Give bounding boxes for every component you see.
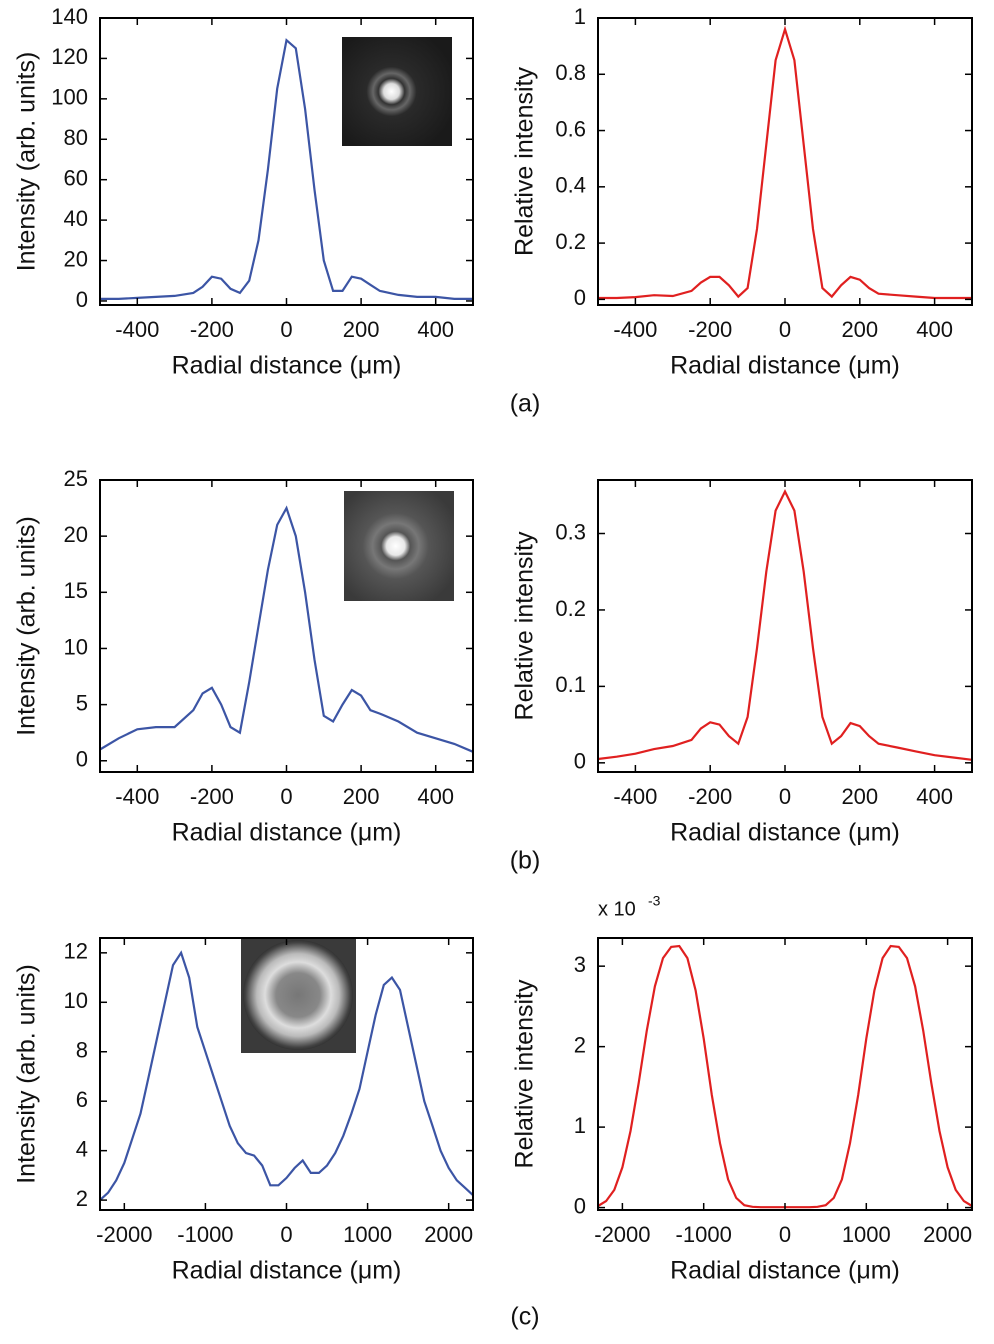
- inset-image: [342, 37, 452, 146]
- x-tick-label: -400: [115, 784, 159, 809]
- x-tick-label: 200: [841, 784, 878, 809]
- x-tick-label: 2000: [923, 1222, 972, 1247]
- y-tick-label: 0.3: [555, 519, 586, 544]
- panel-label: (c): [510, 1303, 539, 1331]
- x-tick-label: 400: [417, 317, 454, 342]
- x-tick-label: 400: [417, 784, 454, 809]
- data-line: [99, 950, 474, 1201]
- y-tick-label: 15: [64, 578, 88, 603]
- x-tick-label: 1000: [343, 1222, 392, 1247]
- y-tick-label: 80: [64, 125, 88, 150]
- x-tick-label: -200: [688, 317, 732, 342]
- x-tick-label: 0: [280, 317, 292, 342]
- x-axis-label: Radial distance (μm): [172, 819, 402, 847]
- y-tick-label: 5: [76, 690, 88, 715]
- y-tick-label: 6: [76, 1087, 88, 1112]
- x-tick-label: -400: [613, 784, 657, 809]
- data-line: [100, 38, 473, 300]
- y-tick-label: 120: [51, 44, 88, 69]
- y-axis-label: Intensity (arb. units): [13, 52, 41, 272]
- y-tick-label: 2: [76, 1186, 88, 1211]
- data-line: [598, 25, 972, 300]
- x-tick-label: 0: [779, 784, 791, 809]
- x-tick-label: -1000: [177, 1222, 233, 1247]
- x-tick-label: 200: [343, 784, 380, 809]
- y-tick-label: 2: [574, 1032, 586, 1057]
- y-tick-label: 10: [64, 988, 88, 1013]
- y-tick-label: 140: [51, 4, 88, 29]
- y-axis-label: Relative intensity: [511, 531, 539, 720]
- x-tick-label: 0: [280, 1222, 292, 1247]
- panel-label: (b): [510, 847, 541, 875]
- plot-frame: [597, 17, 973, 306]
- y-tick-label: 0: [574, 285, 586, 310]
- y-tick-label: 4: [76, 1136, 88, 1161]
- x-tick-label: 200: [343, 317, 380, 342]
- y-tick-label: 0: [574, 749, 586, 774]
- y-tick-label: 100: [51, 85, 88, 110]
- y-tick-label: 0: [76, 747, 88, 772]
- x-tick-label: 0: [779, 1222, 791, 1247]
- y-tick-label: 20: [64, 522, 88, 547]
- inset-image: [344, 491, 454, 601]
- y-tick-label: 3: [574, 952, 586, 977]
- x-tick-label: 1000: [842, 1222, 891, 1247]
- x-tick-label: -400: [613, 317, 657, 342]
- x-tick-label: -200: [190, 784, 234, 809]
- inset-ring: [243, 940, 353, 1050]
- y-tick-label: 1: [574, 1113, 586, 1138]
- y-tick-label: 8: [76, 1038, 88, 1063]
- panel-label: (a): [510, 390, 541, 418]
- y-tick-label: 0.2: [555, 596, 586, 621]
- x-tick-label: -1000: [676, 1222, 732, 1247]
- x-tick-label: 0: [280, 784, 292, 809]
- y-axis-label: Intensity (arb. units): [13, 964, 41, 1184]
- x-axis-label: Radial distance (μm): [670, 819, 900, 847]
- y-tick-label: 20: [64, 246, 88, 271]
- y-tick-label: 10: [64, 634, 88, 659]
- x-tick-label: 400: [916, 784, 953, 809]
- x-tick-label: 0: [779, 317, 791, 342]
- y-tick-label: 0: [574, 1193, 586, 1218]
- y-axis-label: Relative intensity: [511, 67, 539, 256]
- y-axis-label: Intensity (arb. units): [13, 516, 41, 736]
- x-tick-label: 2000: [424, 1222, 473, 1247]
- y-tick-label: 40: [64, 206, 88, 231]
- data-line: [99, 505, 474, 753]
- x-tick-label: -200: [688, 784, 732, 809]
- y-tick-label: 0.2: [555, 229, 586, 254]
- x-tick-label: 400: [916, 317, 953, 342]
- y-multiplier-exponent: -3: [648, 893, 661, 909]
- y-tick-label: 12: [64, 939, 88, 964]
- y-tick-label: 0: [76, 287, 88, 312]
- y-axis-label: Relative intensity: [511, 979, 539, 1168]
- y-tick-label: 0.6: [555, 116, 586, 141]
- y-tick-label: 0.1: [555, 672, 586, 697]
- plot-frame: [597, 937, 973, 1211]
- data-line: [597, 489, 973, 761]
- y-tick-label: 0.4: [555, 173, 586, 198]
- data-line: [597, 944, 973, 1209]
- y-multiplier: x 10: [598, 898, 636, 920]
- x-axis-label: Radial distance (μm): [172, 1257, 402, 1285]
- x-axis-label: Radial distance (μm): [670, 1257, 900, 1285]
- y-tick-label: 25: [64, 466, 88, 491]
- y-tick-label: 1: [574, 4, 586, 29]
- plot-frame: [597, 479, 973, 773]
- x-tick-label: 200: [841, 317, 878, 342]
- x-tick-label: -2000: [594, 1222, 650, 1247]
- y-tick-label: 60: [64, 166, 88, 191]
- x-tick-label: -400: [115, 317, 159, 342]
- x-tick-label: -2000: [96, 1222, 152, 1247]
- x-axis-label: Radial distance (μm): [670, 352, 900, 380]
- x-tick-label: -200: [190, 317, 234, 342]
- y-tick-label: 0.8: [555, 60, 586, 85]
- x-axis-label: Radial distance (μm): [172, 352, 402, 380]
